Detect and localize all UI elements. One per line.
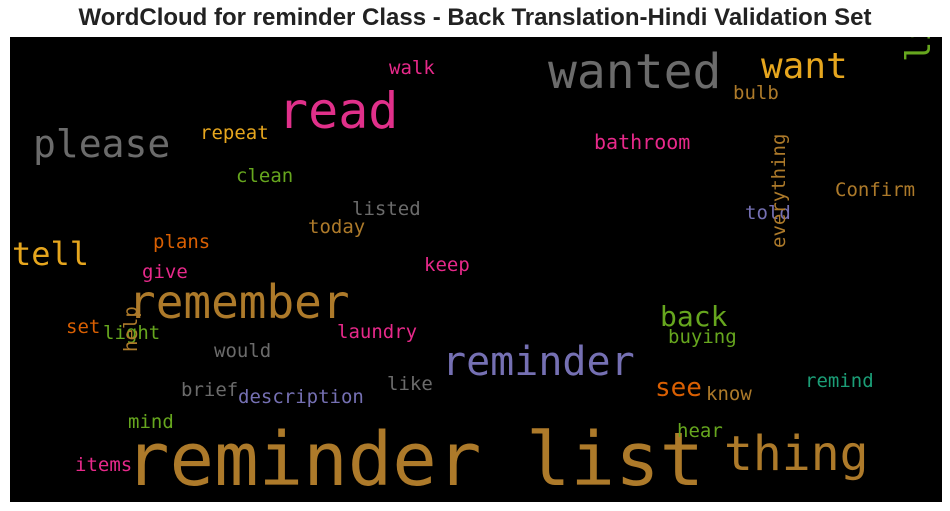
word-repeat: repeat bbox=[200, 122, 269, 144]
word-want: want bbox=[761, 46, 848, 87]
word-brief: brief bbox=[181, 379, 238, 401]
word-reminder-list: reminder list bbox=[125, 417, 704, 502]
word-give: give bbox=[142, 261, 188, 283]
word-remember: remember bbox=[128, 275, 350, 329]
word-today: today bbox=[308, 216, 365, 238]
word-thing: thing bbox=[724, 426, 869, 482]
word-buying: buying bbox=[668, 326, 737, 348]
word-hear: hear bbox=[677, 420, 723, 442]
word-plans: plans bbox=[153, 231, 210, 253]
word-list: list bbox=[899, 37, 939, 62]
word-laundry: laundry bbox=[337, 321, 417, 343]
word-bathroom: bathroom bbox=[594, 130, 690, 154]
word-see: see bbox=[655, 373, 702, 403]
word-clean: clean bbox=[236, 165, 293, 187]
word-keep: keep bbox=[424, 254, 470, 276]
word-everything: everything bbox=[768, 134, 790, 248]
wordcloud-svg: reminder list read wanted remember reminder t… bbox=[12, 37, 939, 502]
wordcloud-canvas: reminder list read wanted remember reminder t… bbox=[10, 37, 942, 502]
word-wanted: wanted bbox=[548, 44, 721, 100]
word-items: items bbox=[75, 454, 132, 476]
word-help: help bbox=[120, 306, 142, 352]
word-walk: walk bbox=[389, 57, 435, 79]
word-light: light bbox=[103, 322, 160, 344]
word-please: please bbox=[33, 122, 170, 166]
word-bulb: bulb bbox=[733, 82, 779, 104]
word-description: description bbox=[238, 386, 364, 408]
word-know: know bbox=[706, 383, 752, 405]
word-reminder: reminder bbox=[442, 339, 635, 385]
word-set: set bbox=[66, 316, 100, 338]
word-remind: remind bbox=[805, 370, 874, 392]
word-back: back bbox=[660, 300, 728, 333]
word-mind: mind bbox=[128, 411, 174, 433]
word-read: read bbox=[278, 82, 398, 140]
word-tell: tell bbox=[12, 235, 89, 273]
chart-title: WordCloud for reminder Class - Back Tran… bbox=[78, 4, 872, 31]
word-confirm: Confirm bbox=[835, 179, 915, 201]
word-like: like bbox=[387, 373, 433, 395]
word-told: told bbox=[745, 202, 791, 224]
word-listed: listed bbox=[352, 198, 421, 220]
word-would: would bbox=[214, 340, 271, 362]
